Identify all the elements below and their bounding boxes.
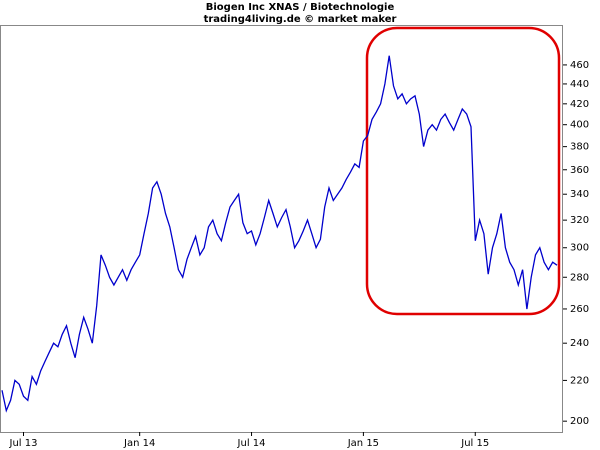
y-tick-label: 460 bbox=[570, 60, 589, 71]
y-tick-label: 400 bbox=[570, 120, 589, 131]
y-tick-label: 240 bbox=[570, 338, 589, 349]
chart-subtitle: trading4living.de © market maker bbox=[204, 14, 397, 25]
x-tick-label: Jan 14 bbox=[123, 438, 155, 449]
y-tick-label: 300 bbox=[570, 243, 589, 254]
y-tick-label: 420 bbox=[570, 99, 589, 110]
y-tick-label: 380 bbox=[570, 142, 589, 153]
y-tick-label: 360 bbox=[570, 165, 589, 176]
y-tick-label: 260 bbox=[570, 304, 589, 315]
y-tick-label: 340 bbox=[570, 189, 589, 200]
y-tick-label: 440 bbox=[570, 79, 589, 90]
y-tick-label: 280 bbox=[570, 272, 589, 283]
plot-frame bbox=[0, 25, 563, 433]
x-tick-label: Jul 14 bbox=[237, 438, 266, 449]
price-line bbox=[1, 55, 558, 413]
chart-title: Biogen Inc XNAS / Biotechnologie bbox=[206, 2, 395, 13]
x-tick-label: Jul 15 bbox=[460, 438, 489, 449]
x-tick-label: Jan 15 bbox=[347, 438, 379, 449]
y-tick-label: 200 bbox=[570, 416, 589, 427]
x-tick-label: Jul 13 bbox=[9, 438, 38, 449]
y-tick-label: 320 bbox=[570, 215, 589, 226]
y-tick-label: 220 bbox=[570, 375, 589, 386]
highlight-box bbox=[365, 26, 561, 316]
